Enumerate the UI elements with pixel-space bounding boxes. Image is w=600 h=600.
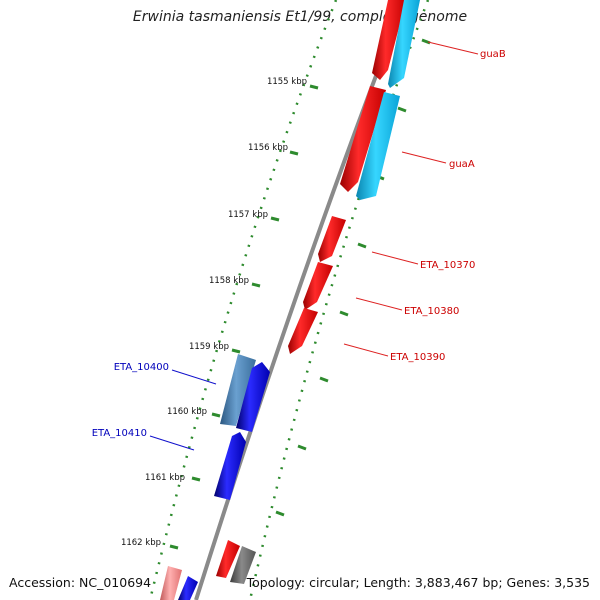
tick-label-1157: 1157 kbp: [228, 210, 268, 220]
tick-label-1162: 1162 kbp: [121, 538, 161, 548]
gene-eta10410-feature[interactable]: [214, 432, 246, 500]
reverse-label-leaders: [149, 369, 217, 451]
pink-feature-bottom: [160, 566, 182, 600]
tick-label-1160: 1160 kbp: [167, 407, 207, 417]
accession-text: Accession: NC_010694: [9, 575, 152, 590]
gene-label-guaB[interactable]: guaB: [480, 49, 506, 60]
gene-label-eta10370[interactable]: ETA_10370: [420, 260, 475, 271]
gene-eta10370-feature[interactable]: [318, 216, 346, 262]
red-feature-bottom: [216, 540, 240, 578]
gene-eta10400-steel-feature[interactable]: [220, 354, 256, 426]
tick-label-1156: 1156 kbp: [248, 143, 288, 153]
tick-label-1155: 1155 kbp: [267, 77, 307, 87]
gene-label-eta10390[interactable]: ETA_10390: [390, 352, 445, 363]
gray-feature-bottom: [230, 546, 256, 584]
gene-eta10400-feature[interactable]: [236, 362, 270, 432]
gene-label-eta10380[interactable]: ETA_10380: [404, 306, 459, 317]
topology-summary-text: Topology: circular; Length: 3,883,467 bp…: [246, 575, 590, 590]
forward-label-leaders: [343, 41, 479, 357]
gene-guaA-feature[interactable]: [340, 86, 386, 192]
gene-label-eta10400[interactable]: ETA_10400: [114, 362, 169, 373]
cyan-feature-lower: [356, 92, 400, 200]
tick-label-1159: 1159 kbp: [189, 342, 229, 352]
inner-major-ticks: [275, 38, 431, 517]
gene-guaB-feature[interactable]: [372, 0, 406, 80]
gene-eta10380-feature[interactable]: [303, 262, 333, 310]
genome-backbone: [194, 0, 407, 600]
gene-label-guaA[interactable]: guaA: [449, 159, 475, 170]
blue-feature-bottom: [178, 576, 198, 600]
gene-eta10390-feature[interactable]: [288, 308, 318, 354]
cyan-feature-upper: [388, 0, 420, 88]
outer-tick-ring: [148, 0, 338, 600]
tick-label-1158: 1158 kbp: [209, 276, 249, 286]
inner-tick-ring: [248, 0, 430, 600]
tick-label-1161: 1161 kbp: [145, 473, 185, 483]
major-ticks: [169, 84, 319, 550]
gene-label-eta10410[interactable]: ETA_10410: [92, 428, 147, 439]
